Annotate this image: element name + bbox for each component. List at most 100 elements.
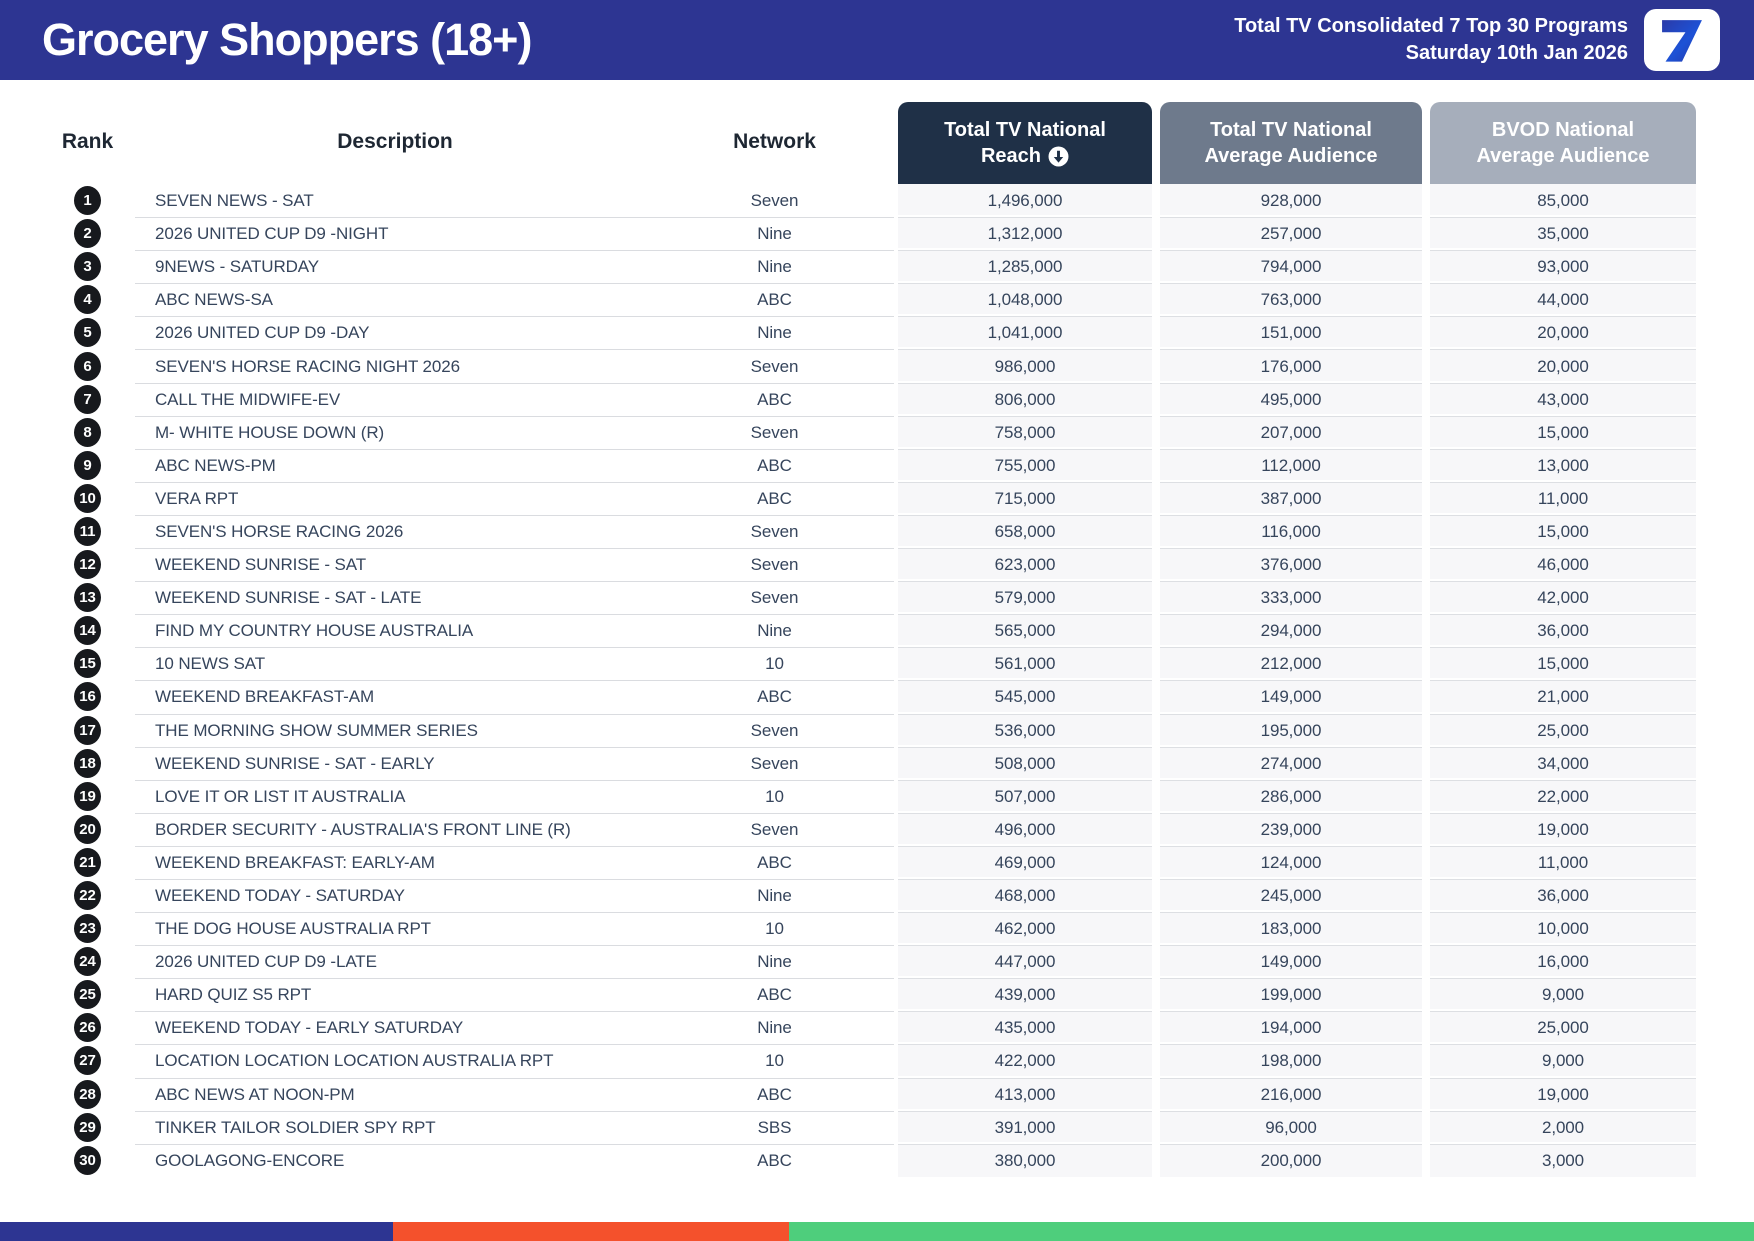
rank-cell: 26 [40, 1011, 135, 1044]
report-meta: Total TV Consolidated 7 Top 30 Programs … [1234, 13, 1628, 67]
table-row: 16 WEEKEND BREAKFAST-AM ABC 545,000 149,000 2… [40, 680, 1700, 714]
network-cell: 10 [655, 1044, 894, 1077]
description-cell: ABC NEWS-SA [135, 283, 655, 316]
rank-cell: 7 [40, 383, 135, 416]
rank-badge: 21 [74, 847, 101, 877]
total-tv-average-cell: 216,000 [1160, 1077, 1422, 1111]
bvod-average-cell: 2,000 [1430, 1110, 1696, 1144]
total-tv-average-cell: 151,000 [1160, 316, 1422, 350]
description-cell: GOOLAGONG-ENCORE [135, 1143, 655, 1177]
total-tv-reach-cell: 623,000 [898, 548, 1152, 582]
table-row: 29 TINKER TAILOR SOLDIER SPY RPT SBS 391,00… [40, 1110, 1700, 1144]
total-tv-average-cell: 198,000 [1160, 1044, 1422, 1078]
bvod-average-cell: 9,000 [1430, 1044, 1696, 1078]
bvod-average-cell: 15,000 [1430, 415, 1696, 449]
reach-header-line1: Total TV National [944, 119, 1106, 141]
table-row: 27 LOCATION LOCATION LOCATION AUSTRALIA R… [40, 1044, 1700, 1078]
network-cell: Seven [655, 349, 894, 382]
total-tv-average-cell: 294,000 [1160, 614, 1422, 648]
total-tv-reach-cell: 435,000 [898, 1011, 1152, 1045]
network-cell: SBS [655, 1110, 894, 1144]
table-row: 17 THE MORNING SHOW SUMMER SERIES Seven 536… [40, 713, 1700, 747]
total-tv-reach-cell: 1,496,000 [898, 184, 1152, 218]
table-row: 22 WEEKEND TODAY - SATURDAY Nine 468,000 245… [40, 878, 1700, 913]
bvod-average-cell: 19,000 [1430, 812, 1696, 846]
table-row: 10 VERA RPT ABC 715,000 387,000 11,000 [40, 481, 1700, 515]
column-header-bvod-average[interactable]: BVOD National Average Audience [1430, 102, 1696, 184]
network-cell: Seven [655, 746, 894, 780]
network-cell: ABC [655, 1143, 894, 1177]
rank-badge: 22 [74, 881, 101, 911]
description-cell: HARD QUIZ S5 RPT [135, 978, 655, 1011]
network-cell: Nine [655, 250, 894, 283]
rank-badge: 26 [74, 1013, 101, 1043]
bvod-average-cell: 36,000 [1430, 878, 1696, 913]
table-row: 18 WEEKEND SUNRISE - SAT - EARLY Seven 508,… [40, 746, 1700, 780]
rank-cell: 4 [40, 283, 135, 316]
bvod-average-cell: 13,000 [1430, 448, 1696, 482]
rank-badge: 14 [74, 616, 101, 646]
rank-cell: 29 [40, 1111, 135, 1144]
description-cell: WEEKEND BREAKFAST-AM [135, 680, 655, 713]
rank-cell: 3 [40, 250, 135, 283]
rank-cell: 23 [40, 912, 135, 945]
rank-cell: 15 [40, 647, 135, 680]
description-cell: LOCATION LOCATION LOCATION AUSTRALIA RPT [135, 1044, 655, 1077]
description-cell: SEVEN'S HORSE RACING NIGHT 2026 [135, 349, 655, 382]
rank-badge: 4 [74, 285, 101, 315]
rank-badge: 1 [74, 186, 101, 216]
table-row: 24 2026 UNITED CUP D9 -LATE Nine 447,000 149… [40, 945, 1700, 979]
total-tv-average-cell: 195,000 [1160, 713, 1422, 747]
network-cell: Seven [655, 548, 894, 581]
total-tv-reach-cell: 422,000 [898, 1044, 1152, 1078]
description-cell: WEEKEND BREAKFAST: EARLY-AM [135, 845, 655, 879]
bvod-average-cell: 21,000 [1430, 680, 1696, 714]
rank-cell: 13 [40, 581, 135, 614]
rank-badge: 7 [74, 384, 101, 414]
total-tv-reach-cell: 391,000 [898, 1110, 1152, 1144]
description-cell: 2026 UNITED CUP D9 -DAY [135, 316, 655, 349]
description-cell: 2026 UNITED CUP D9 -LATE [135, 945, 655, 978]
network-cell: Nine [655, 217, 894, 250]
description-cell: VERA RPT [135, 481, 655, 515]
description-cell: BORDER SECURITY - AUSTRALIA'S FRONT LINE… [135, 812, 655, 846]
total-tv-average-cell: 200,000 [1160, 1143, 1422, 1177]
rank-cell: 25 [40, 978, 135, 1011]
total-tv-reach-cell: 468,000 [898, 878, 1152, 913]
column-header-total-tv-average[interactable]: Total TV National Average Audience [1160, 102, 1422, 184]
network-cell: ABC [655, 680, 894, 713]
network-cell: ABC [655, 283, 894, 316]
network-cell: Nine [655, 878, 894, 912]
total-tv-average-cell: 239,000 [1160, 812, 1422, 846]
total-tv-reach-cell: 755,000 [898, 448, 1152, 482]
avg-header-line2: Average Audience [1204, 145, 1378, 167]
total-tv-average-cell: 763,000 [1160, 283, 1422, 317]
column-header-total-tv-reach[interactable]: Total TV National Reach [898, 102, 1152, 184]
table-row: 8 M- WHITE HOUSE DOWN (R) Seven 758,000 207,… [40, 415, 1700, 449]
rank-cell: 21 [40, 846, 135, 879]
network-cell: Seven [750, 190, 799, 210]
seven-logo-icon [1662, 20, 1702, 62]
total-tv-average-cell: 212,000 [1160, 647, 1422, 681]
table-row: 25 HARD QUIZ S5 RPT ABC 439,000 199,000 9,000 [40, 978, 1700, 1012]
description-cell: WEEKEND TODAY - SATURDAY [135, 878, 655, 912]
total-tv-reach-cell: 447,000 [898, 945, 1152, 979]
total-tv-average-cell: 376,000 [1160, 548, 1422, 582]
total-tv-reach-cell: 496,000 [898, 812, 1152, 846]
bvod-average-cell: 20,000 [1430, 316, 1696, 350]
rank-badge: 18 [74, 748, 101, 778]
page-title: Grocery Shoppers (18+) [42, 14, 532, 65]
bvod-average-cell: 43,000 [1430, 382, 1696, 416]
table-row: 13 WEEKEND SUNRISE - SAT - LATE Seven 579,0… [40, 581, 1700, 615]
bvod-average-cell: 42,000 [1430, 581, 1696, 615]
rank-cell: 10 [40, 482, 135, 515]
total-tv-average-cell: 149,000 [1160, 945, 1422, 979]
description-cell: 10 NEWS SAT [135, 647, 655, 680]
reach-header-line2: Reach [980, 145, 1042, 167]
network-cell: Seven [655, 581, 894, 614]
rank-cell: 30 [40, 1144, 135, 1177]
bvod-average-cell: 15,000 [1430, 647, 1696, 681]
top-bar: Grocery Shoppers (18+) Total TV Consolid… [0, 0, 1754, 80]
table-row: 9 ABC NEWS-PM ABC 755,000 112,000 13,000 [40, 448, 1700, 482]
